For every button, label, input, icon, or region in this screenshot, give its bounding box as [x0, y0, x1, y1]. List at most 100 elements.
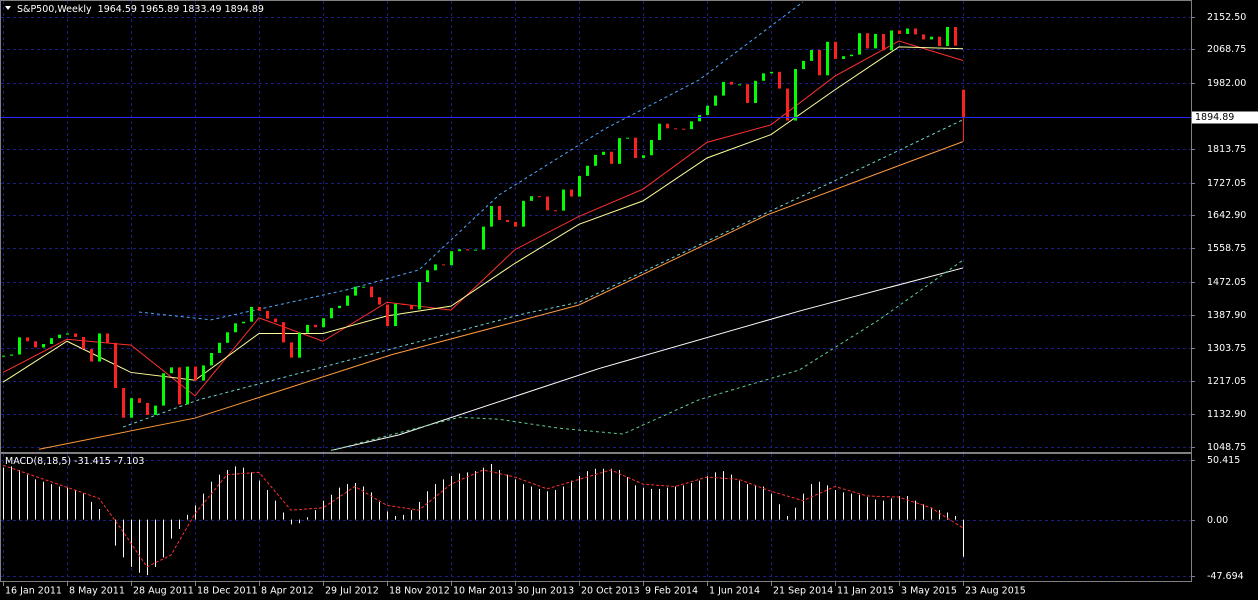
y-tick-label: 1303.75: [1207, 343, 1246, 354]
candle: [890, 30, 893, 51]
candle: [338, 305, 341, 309]
candle: [866, 33, 869, 49]
candle: [42, 343, 45, 348]
candle: [130, 398, 133, 418]
candle: [682, 128, 685, 130]
y-tick-label: 2068.75: [1207, 44, 1246, 55]
candle: [586, 165, 589, 176]
candle: [642, 155, 645, 158]
candle: [306, 324, 309, 333]
candle: [322, 318, 325, 328]
candle: [474, 249, 477, 251]
candle: [282, 322, 285, 343]
y-tick-label: 1472.05: [1207, 277, 1246, 288]
candle: [98, 333, 101, 362]
candle: [242, 321, 245, 324]
price-title: S&P500,Weekly 1964.59 1965.89 1833.49 18…: [17, 4, 264, 15]
candle: [370, 286, 373, 298]
macd-title: MACD(8,18,5) -31.415 -7.103: [5, 456, 144, 467]
candle: [562, 189, 565, 211]
candle: [346, 295, 349, 306]
candle: [410, 304, 413, 310]
symbol: S&P500,Weekly: [17, 4, 92, 15]
candle: [610, 151, 613, 164]
candle: [930, 36, 933, 40]
candle: [18, 337, 21, 355]
candle: [514, 221, 517, 227]
price-label: 1894.89: [1195, 112, 1234, 123]
candle: [330, 308, 333, 319]
candle: [298, 332, 301, 358]
candle: [714, 95, 717, 106]
candle: [850, 54, 853, 57]
candle: [266, 310, 269, 319]
x-tick-label: 18 Nov 2012: [389, 586, 450, 597]
macd-panel: [2, 464, 964, 576]
signal-line: [2, 464, 964, 568]
y-tick-label: 1048.75: [1207, 442, 1246, 453]
candle: [658, 123, 661, 141]
candle: [546, 196, 549, 211]
candle: [938, 36, 941, 47]
candle: [786, 88, 789, 121]
y-tick-label: 50.415: [1207, 455, 1240, 466]
candle: [250, 306, 253, 322]
candle: [906, 28, 909, 34]
candle: [434, 264, 437, 271]
candle: [538, 196, 541, 198]
indicator-line: [2, 40, 964, 397]
candle: [66, 333, 69, 335]
candle: [754, 80, 757, 103]
candle: [770, 71, 773, 74]
candle: [26, 337, 29, 342]
y-tick-label: 1387.90: [1207, 310, 1246, 321]
y-tick-label: 1642.90: [1207, 210, 1246, 221]
candle: [418, 281, 421, 310]
candle: [170, 367, 173, 374]
candle: [442, 264, 445, 266]
candle: [122, 388, 125, 418]
candle: [802, 60, 805, 70]
candle: [226, 332, 229, 343]
candle: [842, 56, 845, 59]
candle: [154, 405, 157, 415]
candle: [506, 219, 509, 222]
candle: [386, 304, 389, 327]
x-tick-label: 20 Oct 2013: [581, 586, 640, 597]
candle: [722, 81, 725, 96]
x-tick-label: 29 Jul 2012: [325, 586, 379, 597]
candle: [162, 373, 165, 406]
candle: [882, 33, 885, 51]
y-tick-label: -47.694: [1207, 571, 1244, 582]
x-tick-label: 8 Apr 2012: [261, 586, 314, 597]
candle: [730, 81, 733, 85]
candle: [194, 366, 197, 381]
candle: [954, 26, 957, 46]
candle: [570, 189, 573, 197]
price-frame: [0, 0, 1192, 453]
menu-icon: [5, 6, 11, 10]
candle: [82, 336, 85, 350]
y-tick-label: 1558.75: [1207, 243, 1246, 254]
candle: [594, 154, 597, 166]
candle: [530, 196, 533, 201]
candle: [706, 105, 709, 116]
candle: [186, 366, 189, 405]
candle: [90, 349, 93, 362]
candle: [762, 73, 765, 81]
candle: [962, 89, 965, 118]
candle: [290, 342, 293, 358]
candle: [698, 115, 701, 122]
candle: [138, 398, 141, 403]
candle: [2, 355, 5, 357]
low: 1833.49: [182, 4, 221, 15]
candle: [858, 33, 861, 55]
candle: [810, 49, 813, 61]
x-tick-label: 28 Aug 2011: [133, 586, 194, 597]
candle: [690, 121, 693, 130]
axes-layer: 16 Jan 2011 8 May 2011 28 Aug 2011 18 Dec 2…: [3, 12, 1258, 597]
candle: [466, 249, 469, 251]
candle: [354, 286, 357, 296]
candle: [482, 226, 485, 250]
